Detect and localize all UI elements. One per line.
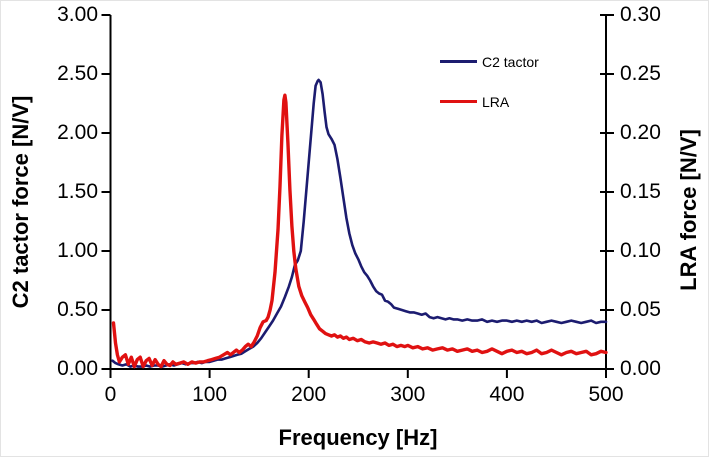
left-tick-label: 2.50: [57, 62, 98, 85]
left-tick-label: 2.00: [57, 121, 98, 144]
x-tick-label: 0: [104, 383, 117, 406]
left-tick-label: 1.50: [57, 180, 98, 203]
x-tick-label: 400: [489, 383, 525, 406]
left-axis-title: C2 tactor force [N/V]: [8, 95, 33, 309]
right-tick-label: 0.15: [620, 180, 661, 203]
left-tick-label: 0.50: [57, 298, 98, 321]
right-tick-label: 0.30: [620, 3, 661, 26]
series-line-c2-tactor: [111, 78, 608, 368]
x-tick-label: 100: [192, 383, 228, 406]
right-tick-label: 0.20: [620, 121, 661, 144]
legend-line-lra: [440, 100, 477, 103]
x-tick-label: 500: [588, 383, 624, 406]
x-tick-label: 300: [390, 383, 426, 406]
right-tick-label: 0.05: [620, 298, 661, 321]
left-tick-label: 0.00: [57, 357, 98, 380]
left-tick-label: 1.00: [57, 239, 98, 262]
legend-line-c2-tactor: [440, 60, 477, 63]
right-axis-title: LRA force [N/V]: [676, 129, 701, 291]
right-tick-label: 0.25: [620, 62, 661, 85]
series-line-lra: [111, 93, 608, 369]
right-tick-label: 0.00: [620, 357, 661, 380]
x-tick-label: 200: [291, 383, 327, 406]
left-tick-label: 3.00: [57, 3, 98, 26]
x-axis-title: Frequency [Hz]: [278, 425, 438, 450]
legend-label-c2-tactor: C2 tactor: [482, 54, 539, 70]
right-tick-label: 0.10: [620, 239, 661, 262]
legend-label-lra: LRA: [482, 94, 510, 110]
